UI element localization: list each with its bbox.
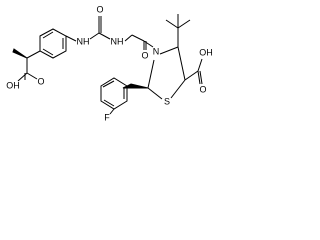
bond (124, 34, 133, 42)
double-bond (42, 48, 54, 56)
atom-label: OH (199, 47, 213, 57)
bond (177, 46, 186, 81)
double-bond (103, 99, 115, 107)
atom-label: O (37, 76, 44, 86)
bond (197, 58, 203, 72)
double-bond (102, 80, 115, 88)
benzene-ring (39, 28, 67, 59)
atom-label: NH (111, 36, 124, 46)
double-bond (42, 31, 54, 39)
bonds (12, 14, 203, 115)
atom-label: O (96, 4, 103, 14)
wedge-bond (12, 48, 28, 59)
bond (109, 108, 115, 115)
atom-label: O (141, 50, 148, 60)
bond (177, 19, 191, 29)
atom-label: S (164, 96, 170, 106)
atom-label: O (199, 84, 206, 94)
bond (199, 70, 203, 85)
bond (165, 19, 179, 29)
bond (159, 46, 179, 55)
bond (131, 34, 145, 42)
atom-label: NH (77, 36, 90, 46)
atom-label: OH (6, 80, 20, 90)
bond (147, 87, 163, 100)
page: OH O NH O NH O N S F OH O (() => { const… (6, 4, 213, 123)
benzene-ring (100, 77, 128, 110)
bond (147, 59, 155, 89)
structure: OH O NH O NH O N S F OH O (6, 4, 213, 122)
bond (98, 32, 111, 40)
bond (65, 35, 77, 42)
bond (197, 70, 201, 85)
bond (17, 72, 28, 82)
bond (184, 70, 199, 81)
bond (89, 32, 100, 40)
bond (26, 50, 41, 59)
bond (170, 79, 186, 99)
atom-label: F (104, 112, 110, 122)
atom-label: N (153, 46, 160, 56)
bond (26, 72, 38, 80)
bond (143, 40, 154, 48)
